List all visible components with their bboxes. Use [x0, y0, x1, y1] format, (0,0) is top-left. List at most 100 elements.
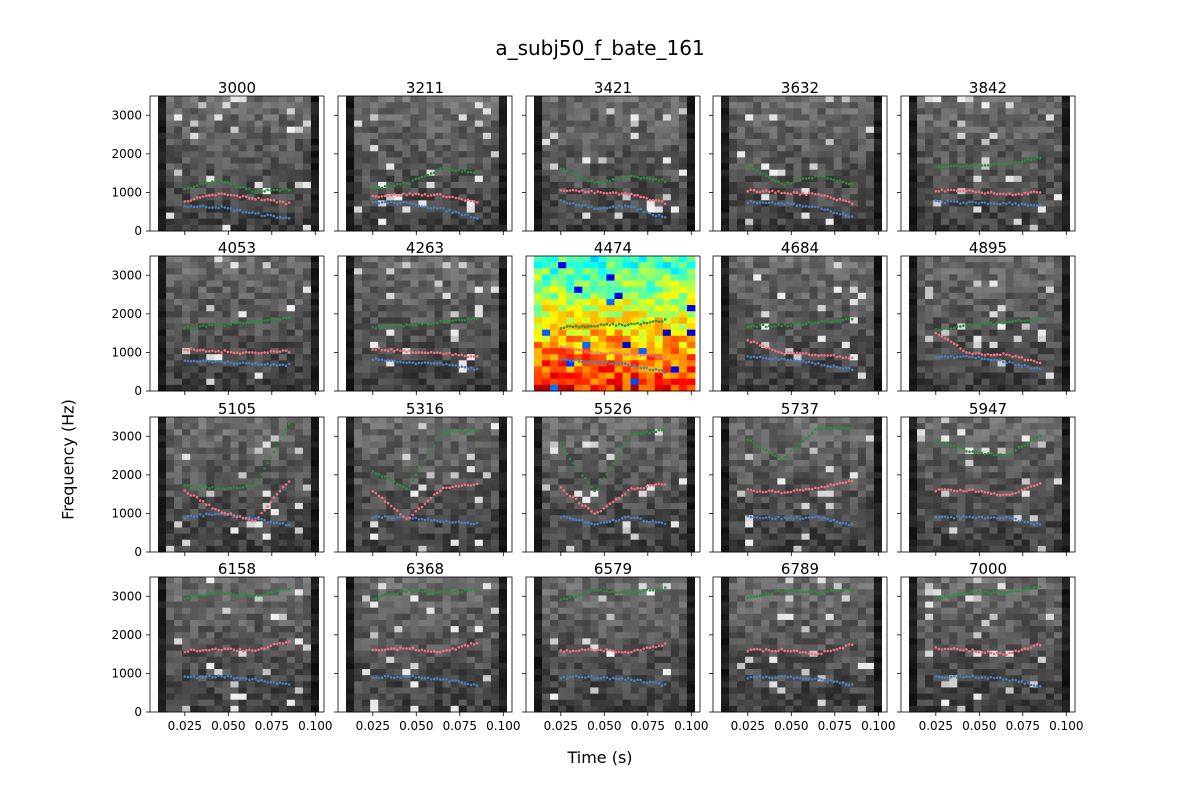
spectrogram-cell — [378, 268, 387, 275]
spectrogram-cell — [614, 256, 623, 263]
formant-point — [257, 189, 260, 192]
formant-point — [835, 179, 839, 183]
spectrogram-cell — [174, 384, 183, 392]
spectrogram-cell — [402, 274, 411, 281]
spectrogram-cell — [769, 256, 778, 263]
spectrogram-cell — [793, 280, 802, 288]
spectrogram-cell — [498, 335, 508, 343]
spectrogram-cell — [498, 372, 508, 380]
spectrogram-cell — [721, 305, 730, 312]
spectrogram-cell — [761, 132, 770, 140]
spectrogram-cell — [354, 96, 363, 103]
formant-point — [417, 204, 421, 208]
spectrogram-cell — [158, 138, 167, 146]
spectrogram-cell — [310, 323, 320, 331]
formant-point — [608, 362, 612, 365]
formant-point — [599, 207, 603, 210]
spectrogram-cell — [1005, 145, 1015, 152]
spectrogram-cell — [482, 305, 492, 312]
spectrogram-cell — [550, 114, 559, 121]
formant-point — [269, 350, 273, 353]
spectrogram-cell — [941, 206, 950, 213]
spectrogram-cell — [917, 200, 926, 207]
spectrogram-cell — [262, 132, 272, 140]
spectrogram-cell — [362, 256, 371, 263]
spectrogram-cell — [434, 366, 443, 373]
spectrogram-cell — [662, 132, 672, 140]
spectrogram-cell — [606, 126, 615, 134]
spectrogram-cell — [1053, 181, 1063, 189]
spectrogram-cell — [362, 274, 371, 281]
spectrogram-cell — [857, 280, 867, 288]
formant-point — [423, 321, 427, 324]
spectrogram-cell — [490, 292, 500, 300]
spectrogram-cell — [370, 384, 379, 392]
spectrogram-cell — [745, 286, 754, 294]
spectrogram-cell — [442, 120, 452, 128]
spectrogram-cell — [761, 151, 770, 158]
formant-point — [408, 349, 411, 353]
spectrogram-cell — [158, 335, 167, 343]
formant-point — [466, 198, 470, 202]
spectrogram-cell — [1005, 212, 1015, 220]
spectrogram-cell — [450, 138, 460, 146]
formant-f3-series — [559, 318, 667, 330]
spectrogram-cell — [410, 151, 419, 158]
formant-point — [402, 349, 405, 352]
formant-point — [645, 210, 649, 213]
spectrogram-cell — [933, 200, 942, 207]
spectrogram-cell — [817, 108, 827, 115]
spectrogram-cell — [158, 175, 167, 183]
spectrogram-cell — [302, 280, 312, 288]
spectrogram-cell — [745, 206, 754, 213]
spectrogram-cell — [873, 194, 883, 201]
spectrogram-cell — [801, 354, 810, 361]
formant-point — [795, 351, 799, 355]
spectrogram-cell — [646, 280, 656, 288]
spectrogram-cell — [238, 298, 247, 306]
spectrogram-cell — [574, 329, 583, 337]
formant-point — [241, 211, 245, 214]
spectrogram-cell — [590, 372, 599, 380]
spectrogram-cell — [1061, 120, 1071, 128]
spectrogram-cell — [442, 114, 452, 121]
spectrogram-cell — [254, 120, 264, 128]
spectrogram-cell — [482, 348, 492, 355]
spectrogram-cell — [865, 311, 875, 318]
spectrogram-cell — [386, 218, 395, 226]
spectrogram-cell — [678, 96, 688, 103]
spectrogram-cell — [490, 366, 500, 373]
formant-point — [1020, 193, 1024, 196]
spectrogram-cell — [418, 212, 427, 220]
spectrogram-cell — [997, 108, 1006, 115]
spectrogram-cell — [262, 96, 272, 103]
spectrogram-cell — [278, 224, 288, 232]
spectrogram-cell — [558, 181, 567, 189]
formant-point — [442, 207, 445, 210]
spectrogram-cell — [378, 218, 387, 226]
formant-point — [257, 320, 260, 323]
spectrogram-cell — [729, 341, 738, 349]
spectrogram-cell — [302, 194, 312, 201]
spectrogram-cell — [1053, 157, 1063, 164]
spectrogram-cell — [582, 354, 591, 361]
spectrogram-cell — [370, 132, 379, 140]
spectrogram-cell — [598, 317, 607, 324]
formant-point — [475, 317, 479, 321]
spectrogram-cell — [654, 329, 664, 337]
spectrogram-cell — [933, 108, 942, 115]
spectrogram-cell — [1061, 157, 1071, 164]
spectrogram-cell — [262, 274, 272, 281]
spectrogram-cell — [841, 145, 851, 152]
spectrogram-cell — [174, 132, 183, 140]
formant-point — [278, 189, 282, 192]
spectrogram-cell — [498, 138, 508, 146]
spectrogram-cell — [386, 360, 395, 367]
spectrogram-cell — [745, 280, 754, 288]
spectrogram-cell — [182, 323, 191, 331]
spectrogram-cell — [614, 280, 623, 288]
spectrogram-cell — [278, 132, 288, 140]
spectrogram-cell — [865, 218, 875, 226]
spectrogram-cell — [777, 360, 786, 367]
spectrogram-cell — [166, 181, 175, 189]
